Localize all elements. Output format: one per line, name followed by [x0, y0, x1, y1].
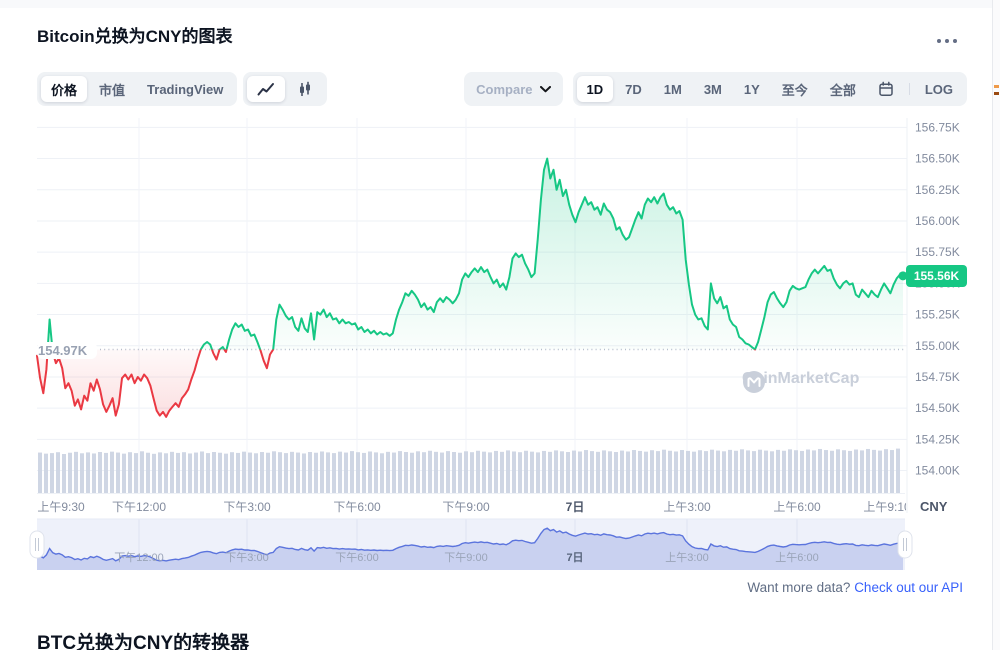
range-selector: 1D 7D 1M 3M 1Y 至今 全部 LOG — [572, 72, 967, 106]
navigator-line — [36, 527, 904, 562]
y-axis-label: 154.50K — [915, 401, 960, 415]
last-price-dot — [898, 271, 908, 281]
y-axis-label: 156.25K — [915, 183, 960, 197]
y-axis-label: 155.25K — [915, 308, 960, 322]
scrollbar-marker — [994, 85, 999, 88]
price-line-down — [36, 349, 757, 418]
api-link[interactable]: Check out our API — [854, 580, 963, 595]
chevron-down-icon — [539, 85, 551, 92]
page-title: Bitcoin兑换为CNY的图表 — [37, 27, 233, 46]
ellipsis-icon — [937, 38, 957, 43]
navigator-axis-label: 上午6:00 — [775, 551, 818, 564]
axis-currency-label: CNY — [916, 499, 948, 514]
x-axis-label: 下午9:00 — [442, 500, 490, 514]
y-axis-label: 156.50K — [915, 152, 960, 166]
y-axis-label: 156.00K — [915, 214, 960, 228]
compare-label: Compare — [476, 81, 533, 97]
watermark-text: CoinMarketCap — [742, 370, 860, 387]
y-axis-label: 155.75K — [915, 245, 960, 259]
y-axis-label: 154.75K — [915, 370, 960, 384]
chart-toolbar: 价格 市值 TradingView Compare 1 — [37, 72, 967, 106]
tab-价格[interactable]: 价格 — [41, 76, 88, 102]
x-axis-label: 下午6:00 — [333, 500, 381, 514]
range-全部[interactable]: 全部 — [820, 76, 866, 102]
chart-card: Bitcoin兑换为CNY的图表 价格 市值 TradingView — [0, 8, 993, 650]
navigator-axis-label: 上午3:00 — [665, 551, 708, 564]
navigator-area — [37, 528, 903, 570]
open-price-label: 154.97K — [37, 342, 98, 359]
range-1M[interactable]: 1M — [654, 76, 692, 102]
scrollbar[interactable] — [992, 0, 1000, 650]
line-chart-icon — [257, 83, 275, 96]
x-axis-label: 上午3:00 — [663, 500, 711, 514]
price-area-up — [37, 158, 903, 350]
y-axis-label: 154.00K — [915, 464, 960, 478]
x-axis-label: 7日 — [566, 500, 585, 514]
chart-tabs: 价格 市值 TradingView — [37, 72, 238, 106]
navigator-axis-label: 下午6:00 — [335, 551, 378, 564]
navigator-handle-left[interactable] — [29, 530, 45, 559]
x-axis-label: 上午6:00 — [773, 500, 821, 514]
line-chart-type-button[interactable] — [247, 76, 286, 102]
coinmarketcap-watermark: CoinMarketCap — [742, 370, 860, 393]
navigator-axis-label: 7日 — [566, 551, 583, 564]
navigator-handle-right[interactable] — [897, 530, 913, 559]
converter-heading: BTC兑换为CNY的转换器 — [37, 633, 250, 650]
log-scale-button[interactable]: LOG — [915, 76, 963, 102]
chart-type-toggle — [243, 72, 328, 106]
tab-市值[interactable]: 市值 — [89, 76, 135, 102]
api-prompt: Want more data? — [747, 580, 851, 595]
scrollbar-marker — [994, 92, 999, 95]
compare-dropdown[interactable]: Compare — [464, 72, 563, 106]
current-price-badge: 155.56K — [906, 265, 967, 287]
price-area-down — [37, 349, 903, 417]
coinmarketcap-logo-icon — [743, 371, 765, 393]
range-1Y[interactable]: 1Y — [734, 76, 770, 102]
calendar-button[interactable] — [868, 76, 904, 102]
range-至今[interactable]: 至今 — [772, 76, 818, 102]
candlestick-icon — [300, 81, 311, 96]
x-axis-label: 下午3:00 — [223, 500, 271, 514]
candlestick-type-button[interactable] — [287, 76, 323, 102]
x-axis-label: 上午9:10 — [863, 500, 911, 514]
range-1D[interactable]: 1D — [576, 76, 614, 102]
navigator-axis-label: 下午9:00 — [444, 551, 487, 564]
x-axis-label: 下午12:00 — [112, 500, 166, 514]
y-axis-label: 154.25K — [915, 432, 960, 446]
range-3M[interactable]: 3M — [694, 76, 732, 102]
y-axis-label: 156.75K — [915, 120, 960, 134]
divider — [908, 83, 910, 95]
tab-TradingView[interactable]: TradingView — [137, 76, 233, 102]
x-axis-label: 上午9:30 — [37, 500, 85, 514]
range-7D[interactable]: 7D — [615, 76, 652, 102]
volume-bars — [38, 448, 900, 493]
price-chart[interactable]: 156.75K 156.50K 156.25K 156.00K 155.75K 155.5… — [0, 115, 993, 575]
navigator-axis-label: 下午3:00 — [225, 551, 268, 564]
navigator-axis-label: 下午12:00 — [114, 551, 164, 564]
more-menu-button[interactable] — [930, 30, 964, 50]
y-axis-label: 155.00K — [915, 339, 960, 353]
api-callout: Want more data? Check out our API — [747, 580, 963, 595]
calendar-icon — [879, 81, 893, 96]
price-line-up — [46, 157, 904, 350]
